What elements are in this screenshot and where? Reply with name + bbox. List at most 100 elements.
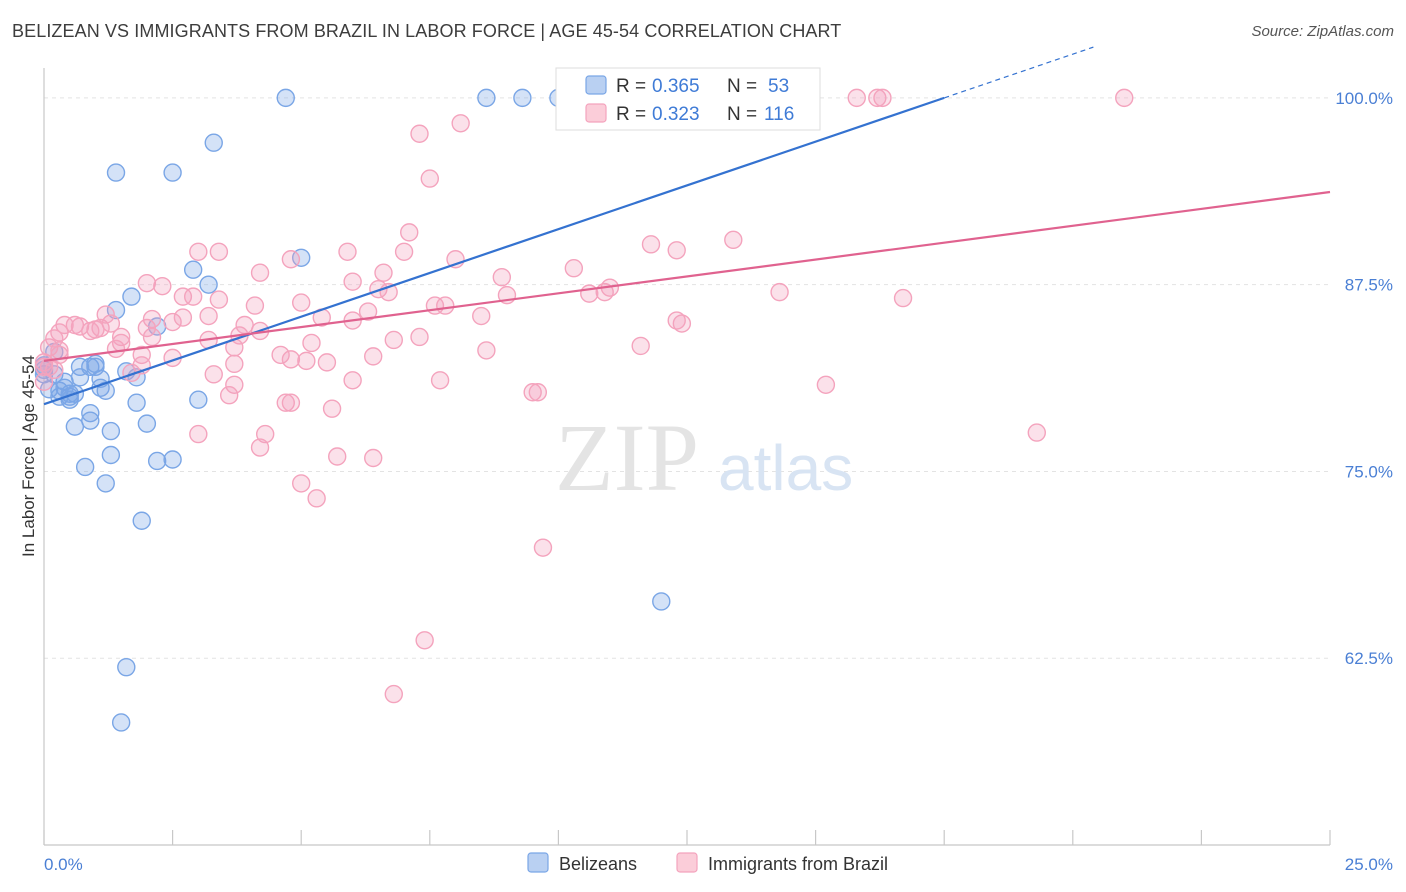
belizean-point xyxy=(189,390,208,409)
brazil-point xyxy=(410,327,429,347)
brazil-point xyxy=(142,327,162,347)
belizean-point xyxy=(70,368,90,387)
brazil-point xyxy=(415,631,434,650)
brazil-point xyxy=(472,306,491,326)
brazil-point xyxy=(281,250,301,269)
brazil-point xyxy=(492,267,512,287)
bottom-legend-label-belizeans: Belizeans xyxy=(559,854,637,874)
brazil-point xyxy=(893,288,913,308)
belizean-point xyxy=(477,88,496,108)
brazil-point xyxy=(153,276,172,296)
brazil-point xyxy=(394,242,414,261)
watermark-zip: ZIP xyxy=(555,404,699,511)
y-tick-label: 100.0% xyxy=(1335,89,1393,108)
belizean-point xyxy=(65,417,85,436)
brazil-point xyxy=(317,353,337,372)
x-tick-label-max: 25.0% xyxy=(1345,855,1393,874)
brazil-point xyxy=(137,318,157,338)
belizean-point xyxy=(117,657,136,677)
brazil-point xyxy=(1027,423,1046,442)
brazil-point xyxy=(34,357,54,377)
brazil-point xyxy=(225,375,244,394)
y-tick-label: 75.0% xyxy=(1345,462,1393,481)
belizean-point xyxy=(199,275,218,294)
brazil-point xyxy=(292,474,311,493)
belizean-point xyxy=(81,403,100,423)
brazil-point xyxy=(111,327,131,347)
belizean-point xyxy=(276,88,295,108)
y-tick-label: 87.5% xyxy=(1345,276,1393,295)
legend-swatch-belizeans xyxy=(585,75,607,95)
trend-line-belizeans-extension xyxy=(944,46,1094,99)
belizean-point xyxy=(163,163,182,182)
brazil-point xyxy=(868,88,887,108)
legend-n-label-belizeans: N = xyxy=(727,76,757,97)
brazil-point xyxy=(338,242,357,261)
brazil-point xyxy=(142,309,162,329)
brazil-point xyxy=(209,290,229,309)
brazil-point xyxy=(667,311,686,330)
brazil-point xyxy=(873,88,892,108)
brazil-point xyxy=(163,312,182,332)
belizean-point xyxy=(86,357,105,377)
belizean-point xyxy=(137,414,157,433)
brazil-point xyxy=(400,223,419,242)
bottom-legend-label-brazil: Immigrants from Brazil xyxy=(708,854,888,874)
bottom-legend-swatch-belizeans xyxy=(527,852,549,873)
legend-n-value-brazil: 116 xyxy=(764,104,794,125)
belizean-point xyxy=(101,421,121,441)
brazil-point xyxy=(276,393,295,412)
legend-r-label-brazil: R = xyxy=(616,104,646,125)
brazil-point xyxy=(364,347,383,366)
brazil-point xyxy=(245,296,265,315)
brazil-point xyxy=(45,329,64,348)
y-tick-labels: 62.5% 75.0% 87.5% 100.0% xyxy=(1335,89,1393,668)
brazil-point xyxy=(225,354,244,374)
belizean-point xyxy=(652,592,671,611)
brazil-point xyxy=(564,259,584,278)
belizean-point xyxy=(101,445,121,465)
brazil-point xyxy=(204,365,223,384)
brazil-point xyxy=(106,339,126,359)
brazil-point xyxy=(281,393,301,412)
brazil-point xyxy=(322,399,342,418)
brazil-point xyxy=(219,386,239,405)
brazil-point xyxy=(641,235,661,254)
brazil-point xyxy=(410,124,429,143)
trend-line-brazil xyxy=(43,190,1331,362)
belizean-point xyxy=(163,450,182,469)
legend-n-label-brazil: N = xyxy=(727,104,757,125)
brazil-point xyxy=(183,287,203,306)
legend-n-value-belizeans: 53 xyxy=(768,76,789,97)
brazil-point xyxy=(255,424,275,444)
brazil-point xyxy=(328,447,347,466)
brazil-point xyxy=(1115,88,1134,108)
brazil-point xyxy=(384,330,403,350)
brazil-point xyxy=(199,306,218,326)
brazil-point xyxy=(477,341,496,360)
legend-r-label-belizeans: R = xyxy=(616,76,646,97)
brazil-point xyxy=(122,363,141,383)
brazil-point xyxy=(533,538,553,557)
brazil-point xyxy=(672,314,692,333)
brazil-point xyxy=(250,263,270,282)
brazil-point xyxy=(250,438,270,457)
brazil-point xyxy=(50,345,69,365)
brazil-point xyxy=(523,383,542,402)
chart-title: BELIZEAN VS IMMIGRANTS FROM BRAZIL IN LA… xyxy=(12,21,842,41)
brazil-point xyxy=(770,282,789,302)
brazil-point xyxy=(364,448,383,468)
bottom-legend-swatch-brazil xyxy=(676,852,698,873)
trend-line-belizeans xyxy=(43,96,945,406)
brazil-point xyxy=(189,242,208,261)
belizean-point xyxy=(122,287,141,306)
belizean-point xyxy=(183,260,203,279)
brazil-point xyxy=(132,345,151,365)
source-label: Source: ZipAtlas.com xyxy=(1251,23,1394,40)
brazil-point xyxy=(292,293,311,312)
brazil-point xyxy=(297,351,316,371)
brazil-point xyxy=(816,375,836,394)
brazil-point xyxy=(173,308,193,327)
belizean-point xyxy=(96,474,115,493)
